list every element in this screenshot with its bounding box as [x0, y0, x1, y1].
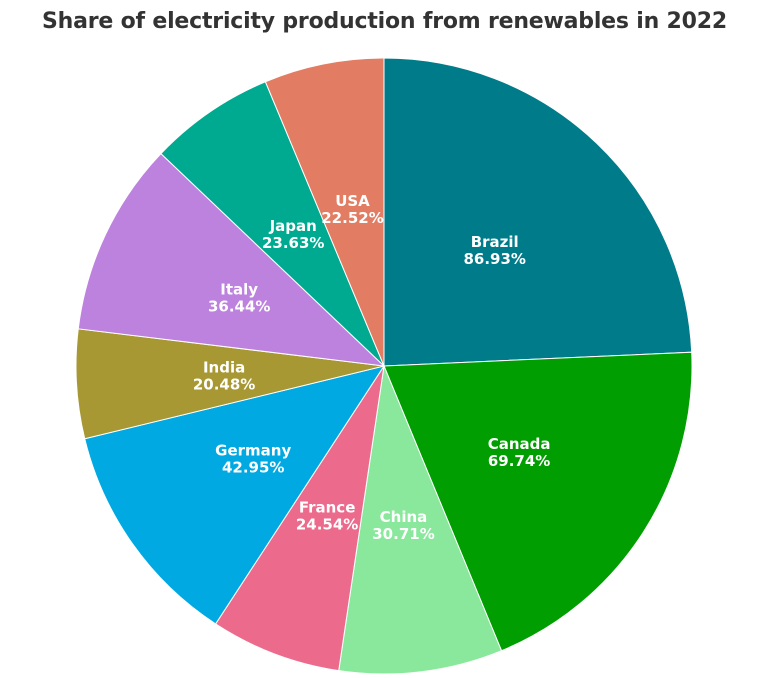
pie-slice-japan[interactable] — [160, 81, 385, 367]
slice-value-usa: 22.52% — [321, 209, 383, 227]
pie-slice-france[interactable] — [214, 365, 385, 672]
pie-slice-italy[interactable] — [77, 152, 386, 367]
slice-value-china: 30.71% — [372, 525, 434, 543]
slice-label-usa: USA — [335, 192, 370, 210]
slice-label-china: China — [380, 508, 428, 526]
slice-value-canada: 69.74% — [488, 452, 550, 470]
pie-slice-china[interactable] — [338, 364, 503, 675]
slice-label-canada: Canada — [488, 435, 551, 453]
pie-slice-canada[interactable] — [383, 351, 693, 652]
slice-value-france: 24.54% — [296, 516, 358, 534]
slice-label-germany: Germany — [215, 442, 291, 460]
slice-label-brazil: Brazil — [471, 233, 519, 251]
slice-value-italy: 36.44% — [208, 298, 270, 316]
pie-slice-germany[interactable] — [84, 365, 386, 625]
chart-title: Share of electricity production from ren… — [42, 9, 727, 34]
pie-slices — [75, 57, 693, 675]
slice-value-brazil: 86.93% — [463, 250, 525, 268]
slice-value-germany: 42.95% — [222, 459, 284, 477]
slice-value-japan: 23.63% — [262, 234, 324, 252]
slice-label-france: France — [299, 499, 356, 517]
slice-label-japan: Japan — [269, 217, 317, 235]
slice-value-india: 20.48% — [193, 375, 255, 393]
pie-slice-brazil[interactable] — [383, 57, 693, 367]
slice-label-india: India — [203, 358, 245, 376]
pie-slice-usa[interactable] — [264, 57, 385, 367]
slice-label-italy: Italy — [220, 281, 258, 299]
